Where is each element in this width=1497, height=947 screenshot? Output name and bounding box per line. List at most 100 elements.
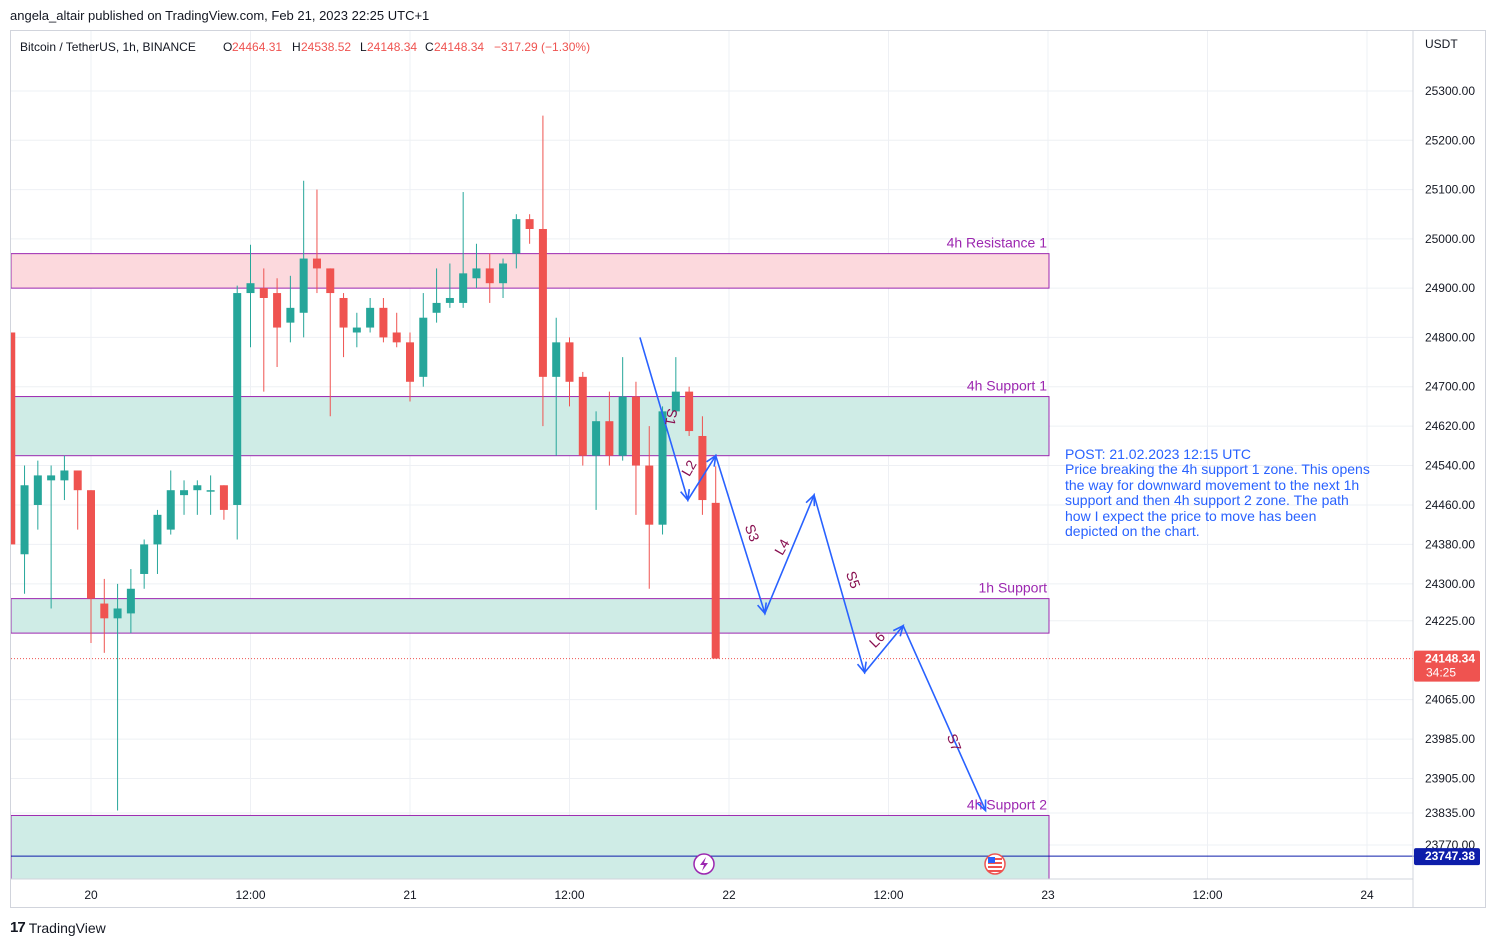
note-line: depicted on the chart.	[1065, 523, 1200, 539]
candle-body	[20, 485, 29, 555]
price-tick-label: 24225.00	[1425, 614, 1475, 628]
zone-box	[11, 396, 1050, 457]
candle-body	[286, 307, 295, 323]
time-tick-label: 12:00	[1192, 888, 1222, 902]
candles-layer	[11, 115, 720, 811]
level-price-tag	[1414, 848, 1480, 866]
candle-body	[432, 302, 441, 313]
price-tick-label: 23905.00	[1425, 772, 1475, 786]
level-price-value: 23747.38	[1425, 849, 1475, 863]
expected-path-layer: 4h Resistance 1 4h Support 1 1h Support 4h …	[11, 235, 1480, 857]
path-arrowhead	[805, 493, 816, 507]
path-arrowhead	[976, 799, 987, 813]
candle-body	[379, 307, 388, 338]
candle-body	[140, 544, 149, 574]
last-price-value: 24148.34	[1425, 652, 1475, 666]
axes-layer: USDT 25300.00 25200.00 25100.00 25000.00 2490…	[11, 31, 1480, 908]
candle-body	[406, 342, 414, 382]
candle-body	[459, 273, 468, 303]
candle-body	[11, 332, 16, 545]
candle-body	[193, 485, 202, 491]
candle-body	[219, 485, 228, 510]
price-tick-label: 25300.00	[1425, 84, 1475, 98]
candle-body	[698, 435, 707, 501]
candle-body	[166, 490, 175, 530]
zone-box	[11, 598, 1050, 634]
footer-brand-name: TradingView	[28, 919, 106, 936]
candle-body	[618, 396, 627, 456]
price-tick-label: 24700.00	[1425, 380, 1475, 394]
lightning-event-icon[interactable]	[693, 853, 715, 875]
candle-body	[153, 514, 162, 545]
path-arrowhead	[757, 602, 767, 616]
candle-body	[592, 421, 601, 456]
candle-body	[658, 411, 667, 525]
time-tick-label: 12:00	[873, 888, 903, 902]
time-tick-label: 23	[1041, 888, 1055, 902]
candle-body	[605, 421, 614, 456]
path-step-label: S3	[742, 522, 763, 544]
note-line: support and then 4h support 2 zone. The …	[1065, 492, 1349, 508]
candle-body	[273, 293, 282, 328]
us-flag-event-icon[interactable]	[984, 853, 1006, 875]
candle-body	[259, 288, 268, 298]
analysis-note: POST: 21.02.2023 12:15 UTC Price breakin…	[1065, 446, 1370, 539]
candle-body	[312, 258, 321, 269]
price-tick-label: 24300.00	[1425, 577, 1475, 591]
publisher-line: angela_altair published on TradingView.c…	[10, 8, 430, 23]
candle-body	[366, 307, 375, 328]
candle-body	[711, 502, 720, 659]
candle-body	[339, 297, 348, 328]
price-tick-label: 25100.00	[1425, 183, 1475, 197]
candle-body	[392, 332, 401, 343]
price-tick-label: 23985.00	[1425, 732, 1475, 746]
candle-body	[180, 490, 189, 496]
legend-change: −317.29 (−1.30%)	[494, 40, 590, 54]
candle-body	[512, 219, 521, 254]
zone-label: 4h Support 1	[967, 378, 1047, 394]
zone-label: 4h Resistance 1	[947, 235, 1048, 251]
path-arrowhead	[892, 624, 905, 637]
candle-body	[246, 283, 255, 294]
path-arrowhead	[680, 489, 691, 502]
candle-body	[233, 293, 242, 505]
candle-body	[578, 376, 587, 456]
candle-body	[100, 603, 109, 619]
time-tick-label: 22	[722, 888, 736, 902]
candle-body	[33, 475, 42, 505]
candle-body	[419, 317, 428, 377]
path-step-label: L2	[678, 457, 700, 479]
currency-label: USDT	[1425, 37, 1458, 51]
candle-body	[525, 219, 534, 229]
candle-body	[87, 490, 95, 599]
candle-body	[299, 258, 308, 313]
candle-body	[113, 608, 122, 619]
footer-brand: 17 TradingView	[10, 919, 106, 936]
path-step-label: S5	[843, 569, 864, 591]
time-tick-label: 20	[84, 888, 98, 902]
note-line: how I expect the price to move has been	[1065, 508, 1316, 524]
candle-body	[47, 475, 56, 481]
price-tick-label: 24900.00	[1425, 281, 1475, 295]
chart-frame	[10, 30, 1486, 908]
price-tick-label: 24620.00	[1425, 419, 1475, 433]
candle-body	[60, 470, 69, 481]
tradingview-logo-icon: 17	[10, 919, 26, 936]
candle-body	[671, 391, 680, 412]
zone-label: 4h Support 2	[967, 796, 1047, 812]
legend-close: 24148.34	[434, 40, 484, 54]
time-tick-label: 12:00	[554, 888, 584, 902]
legend-symbol: Bitcoin / TetherUS, 1h, BINANCE	[20, 40, 196, 54]
zone-label: 1h Support	[979, 580, 1048, 596]
candle-body	[538, 228, 547, 377]
legend-low-label: L	[360, 40, 367, 54]
price-tick-label: 24800.00	[1425, 330, 1475, 344]
price-tick-label: 25200.00	[1425, 133, 1475, 147]
zones-layer	[11, 253, 1050, 879]
note-line: Price breaking the 4h support 1 zone. Th…	[1065, 461, 1370, 477]
candle-body	[685, 391, 694, 432]
candle-body	[73, 470, 82, 491]
price-tick-label: 24540.00	[1425, 459, 1475, 473]
time-tick-label: 12:00	[235, 888, 265, 902]
